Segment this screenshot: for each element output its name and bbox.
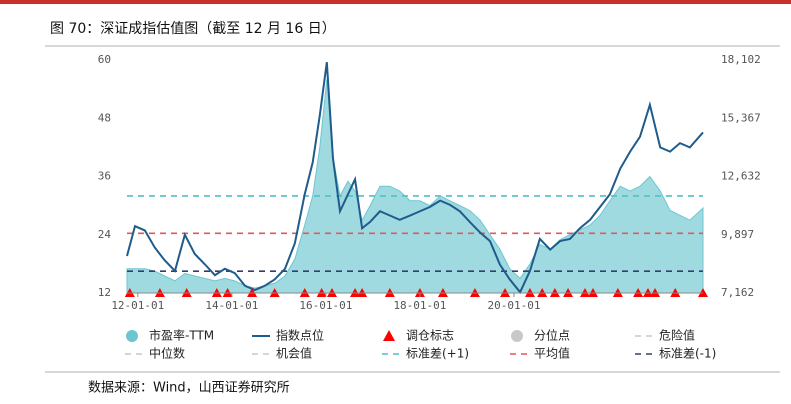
- y2-tick-label: 9,897: [721, 228, 754, 241]
- legend-label: 标准差(+1): [406, 347, 469, 361]
- legend-label: 中位数: [149, 346, 185, 361]
- legend-label: 分位点: [534, 328, 570, 343]
- y-tick-label: 24: [98, 228, 112, 241]
- legend-label: 调仓标志: [406, 329, 454, 343]
- y-tick-label: 48: [98, 111, 111, 124]
- chart-title: 图 70：深证成指估值图（截至 12 月 16 日）: [50, 21, 336, 37]
- x-tick-label: 18-01-01: [393, 299, 446, 312]
- y-tick-label: 12: [98, 286, 111, 299]
- x-tick-label: 12-01-01: [111, 299, 164, 312]
- x-tick-label: 20-01-01: [487, 299, 540, 312]
- legend-label: 市盈率-TTM: [149, 328, 214, 343]
- index-line: [126, 62, 704, 295]
- legend-swatch: [511, 330, 523, 342]
- legend-swatch: [383, 330, 395, 341]
- y2-tick-label: 15,367: [721, 111, 761, 124]
- y2-tick-label: 7,162: [721, 286, 754, 299]
- legend-swatch: [126, 330, 138, 342]
- y2-tick-label: 12,632: [721, 170, 761, 183]
- y2-tick-label: 18,102: [721, 53, 761, 66]
- legend-label: 机会值: [276, 346, 312, 361]
- y-tick-label: 36: [98, 170, 111, 183]
- legend-label: 标准差(-1): [659, 347, 716, 361]
- top-bar: [0, 0, 791, 4]
- x-tick-label: 16-01-01: [299, 299, 352, 312]
- x-tick-label: 14-01-01: [205, 299, 258, 312]
- source: 数据来源：Wind，山西证券研究所: [88, 380, 290, 396]
- y-tick-label: 60: [98, 53, 111, 66]
- legend-label: 平均值: [534, 346, 570, 361]
- pe-area: [126, 79, 704, 294]
- legend-label: 危险值: [659, 328, 695, 343]
- legend-label: 指数点位: [276, 328, 324, 343]
